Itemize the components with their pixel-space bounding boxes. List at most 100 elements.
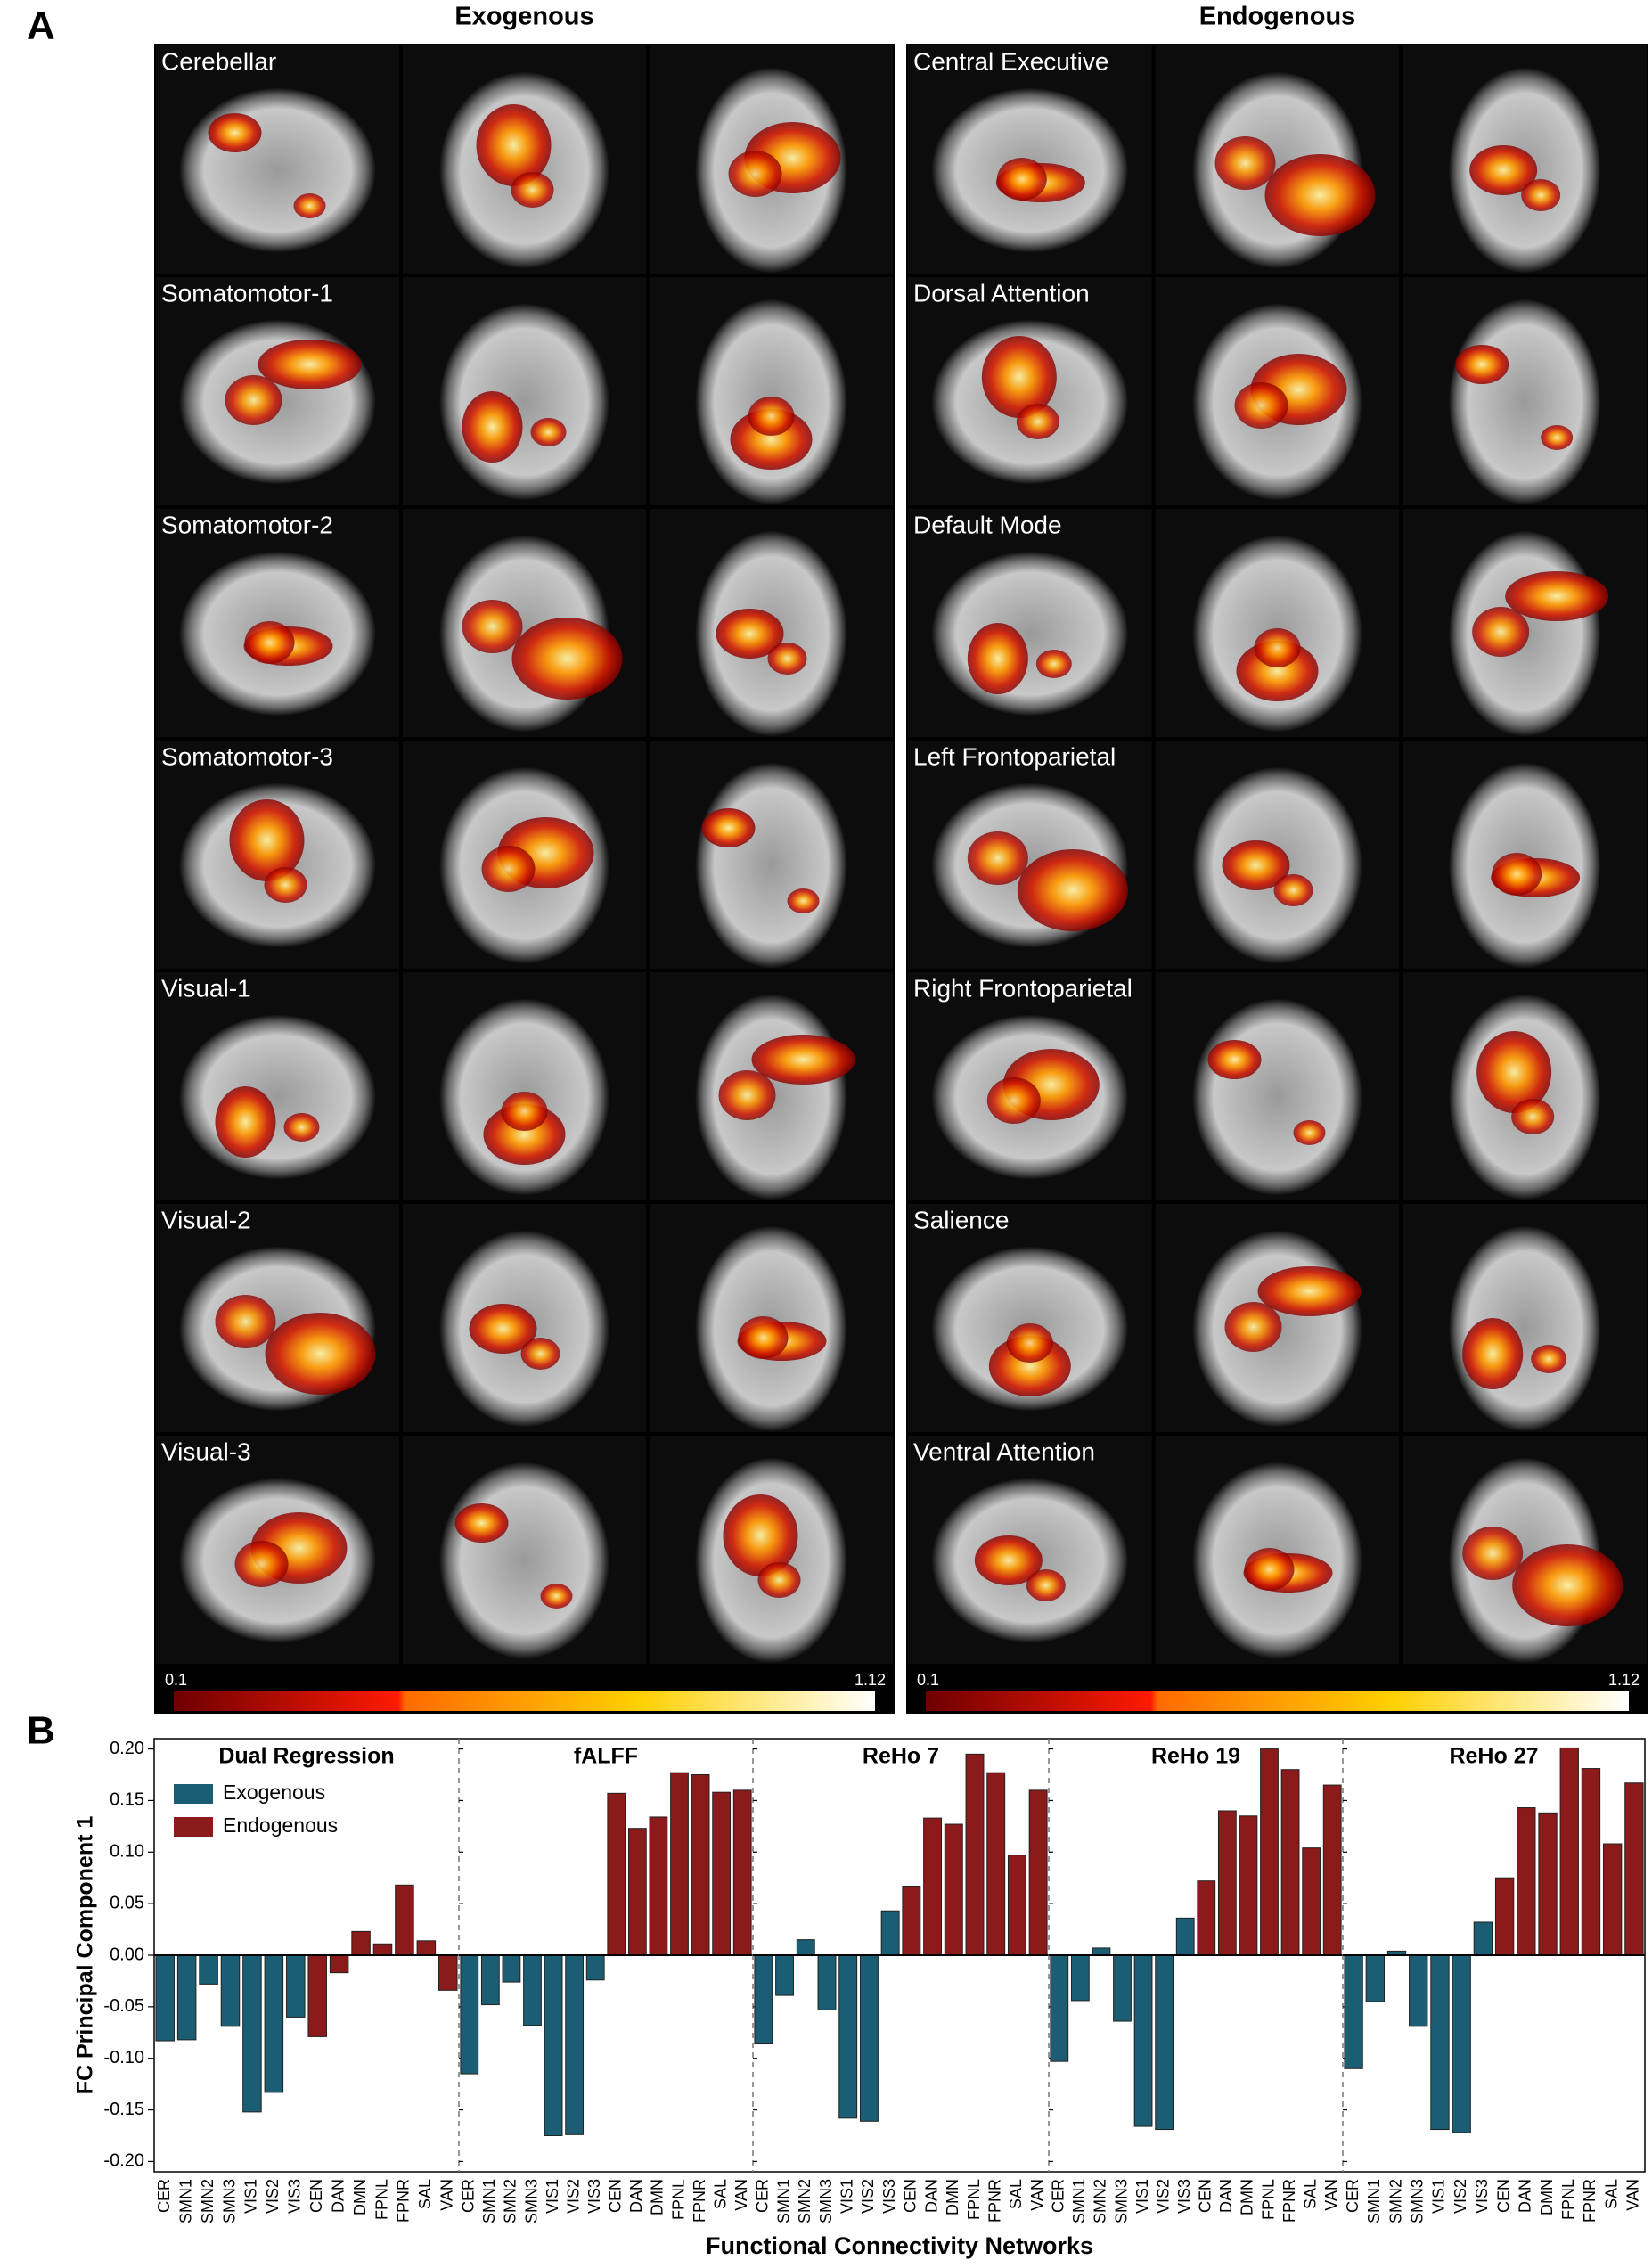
- brain-slice: [179, 1015, 376, 1179]
- x-tick-label: CER: [155, 2179, 173, 2213]
- y-tick-label: 0.20: [110, 1739, 144, 1758]
- bar: [1624, 1782, 1644, 1956]
- x-tick-label: SAL: [1602, 2179, 1620, 2209]
- x-tick-label: CEN: [307, 2179, 325, 2213]
- x-tick-label: SMN3: [220, 2179, 238, 2223]
- bar: [1007, 1855, 1026, 1956]
- colorbar-max: 1.12: [1608, 1671, 1640, 1689]
- x-tick-label: VAN: [1624, 2179, 1642, 2211]
- x-tick-label: SMN1: [774, 2179, 792, 2223]
- activation: [967, 831, 1028, 885]
- bar: [242, 1954, 262, 2113]
- x-tick-label: VIS1: [242, 2179, 260, 2214]
- x-tick-label: SMN1: [1365, 2179, 1383, 2223]
- network-label: Somatomotor-3: [161, 742, 333, 770]
- x-tick-label: FPNL: [372, 2179, 390, 2220]
- x-tick-label: SMN3: [817, 2179, 835, 2223]
- x-tick-label: VIS3: [880, 2179, 898, 2214]
- x-tick-label: CEN: [902, 2179, 920, 2213]
- x-tick-label: CER: [1050, 2179, 1067, 2213]
- y-tick-label: -0.10: [103, 2048, 144, 2067]
- x-tick-label: SMN3: [522, 2179, 540, 2223]
- brain-slice: [179, 88, 376, 252]
- activation: [244, 621, 295, 664]
- bar: [732, 1789, 752, 1956]
- y-tick-label: 0.05: [110, 1893, 144, 1912]
- activation: [1234, 382, 1288, 429]
- x-tick-label: SMN3: [1409, 2179, 1427, 2223]
- network-label: Salience: [913, 1206, 1009, 1233]
- x-tick-label: SMN3: [1112, 2179, 1130, 2223]
- x-tick-label: VIS1: [544, 2179, 561, 2214]
- activation: [718, 1070, 776, 1120]
- bar: [923, 1817, 943, 1956]
- bar: [1581, 1768, 1601, 1956]
- activation: [723, 1494, 798, 1576]
- activation: [1026, 1569, 1066, 1601]
- bar: [796, 1939, 815, 1956]
- activation: [1476, 1031, 1552, 1113]
- activation: [234, 1541, 289, 1587]
- activation: [701, 808, 756, 847]
- x-tick-label: SAL: [1007, 2179, 1025, 2209]
- legend-swatch: [174, 1784, 213, 1804]
- bar: [199, 1954, 218, 1985]
- activation: [738, 1316, 789, 1359]
- activation: [1462, 1527, 1524, 1580]
- x-tick-label: VIS2: [1154, 2179, 1172, 2214]
- x-tick-label: VIS1: [1133, 2179, 1151, 2214]
- column-title: Endogenous: [1199, 3, 1356, 31]
- activation: [1521, 179, 1561, 211]
- bar: [307, 1954, 327, 2037]
- bar: [1494, 1877, 1515, 1956]
- x-tick-label: DMN: [1538, 2179, 1556, 2215]
- bar: [1365, 1954, 1385, 2002]
- bar: [944, 1823, 963, 1956]
- x-tick-label: SMN2: [199, 2179, 217, 2223]
- x-tick-label: VIS1: [1430, 2179, 1448, 2214]
- x-tick-label: FPNL: [965, 2179, 983, 2220]
- network-label: Somatomotor-1: [161, 279, 333, 307]
- x-axis-label: Functional Connectivity Networks: [706, 2232, 1093, 2259]
- activation: [1455, 345, 1509, 384]
- activation: [1006, 1323, 1053, 1363]
- x-tick-label: FPNR: [1581, 2179, 1599, 2223]
- network-label: Left Frontoparietal: [913, 742, 1116, 770]
- x-tick-label: DAN: [329, 2179, 347, 2213]
- facet-title: ReHo 19: [1151, 1744, 1240, 1769]
- network-label: Ventral Attention: [913, 1437, 1095, 1465]
- bar: [565, 1954, 585, 2135]
- activation: [481, 846, 536, 892]
- activation: [264, 867, 307, 903]
- x-tick-label: CEN: [1494, 2179, 1512, 2213]
- bar: [1155, 1954, 1174, 2131]
- activation: [215, 1086, 276, 1158]
- activation: [454, 1503, 509, 1543]
- activation: [530, 418, 567, 446]
- bar: [1113, 1954, 1132, 2022]
- x-tick-label: CER: [1344, 2179, 1362, 2213]
- activation: [967, 623, 1028, 694]
- activation: [520, 1338, 560, 1370]
- activation: [1505, 571, 1609, 621]
- activation: [1035, 650, 1072, 678]
- x-tick-label: SAL: [711, 2179, 729, 2209]
- x-tick-label: SAL: [416, 2179, 434, 2209]
- bar: [1517, 1807, 1536, 1956]
- activation: [215, 1295, 276, 1348]
- y-tick-label: 0.10: [110, 1842, 144, 1862]
- activation: [1222, 840, 1290, 890]
- bar: [691, 1774, 710, 1956]
- x-tick-label: DAN: [922, 2179, 940, 2213]
- x-tick-label: VAN: [1028, 2179, 1046, 2211]
- x-tick-label: SMN2: [796, 2179, 814, 2223]
- x-tick-label: VIS2: [264, 2179, 282, 2214]
- bar: [1302, 1847, 1321, 1956]
- y-tick-label: 0.15: [110, 1790, 144, 1810]
- bar: [817, 1954, 837, 2010]
- x-tick-label: VIS2: [1452, 2179, 1469, 2214]
- activation: [974, 1535, 1043, 1585]
- bar: [965, 1753, 985, 1956]
- activation: [1257, 1266, 1362, 1316]
